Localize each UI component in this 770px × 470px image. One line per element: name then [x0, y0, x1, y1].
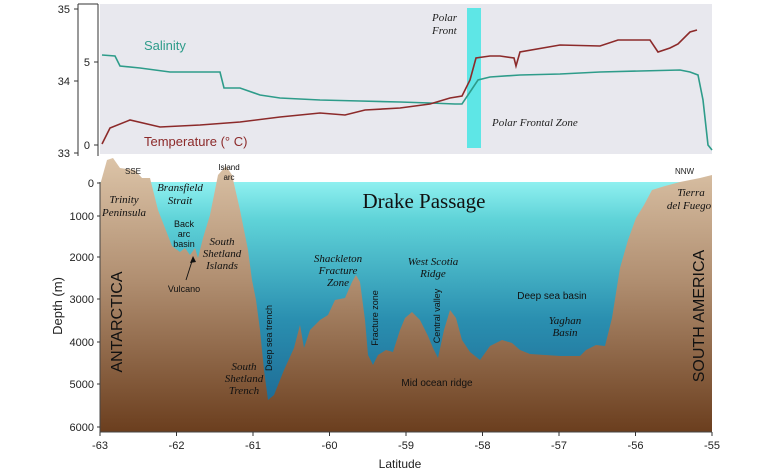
antarctica-label: ANTARCTICA — [109, 271, 126, 372]
cross-section — [99, 158, 712, 433]
yaghan-label-2: Basin — [552, 327, 578, 339]
depth-tick-3000: 3000 — [70, 294, 94, 306]
latitude-axis: -63 -62 -61 -60 -59 -58 -57 -56 -55 Lati… — [92, 432, 720, 470]
deep-sea-trench-label: Deep sea trench — [264, 305, 274, 371]
south-shetland-islands-label-1: South — [209, 236, 235, 248]
yaghan-label-1: Yaghan — [549, 315, 582, 327]
shackleton-label-3: Zone — [327, 277, 349, 289]
island-arc-label-1: Island — [218, 163, 239, 172]
lat-tick-56: -56 — [628, 440, 644, 452]
tierra-label-1: Tierra — [677, 187, 705, 199]
lat-tick-59: -59 — [398, 440, 414, 452]
temperature-line — [101, 29, 698, 145]
direction-nnw: NNW — [675, 167, 695, 176]
lat-tick-58: -58 — [475, 440, 491, 452]
mid-ocean-ridge-label: Mid ocean ridge — [401, 378, 473, 389]
section-title: Drake Passage — [362, 189, 485, 213]
west-scotia-label-2: Ridge — [419, 268, 446, 280]
back-arc-label-3: basin — [173, 239, 195, 249]
sea-floor — [100, 158, 712, 432]
salinity-tick-35: 35 — [58, 4, 70, 16]
lat-tick-63: -63 — [92, 440, 108, 452]
depth-tick-6000: 6000 — [70, 422, 94, 434]
temperature-tick-0: 0 — [84, 140, 90, 152]
polar-frontal-zone-label: Polar Frontal Zone — [491, 117, 578, 129]
direction-sse: SSE — [125, 167, 141, 176]
temperature-tick-5: 5 — [84, 57, 90, 69]
vulcano-label: Vulcano — [168, 284, 200, 294]
section-labels: SSE NNW Drake Passage ANTARCTICA SOUTH A… — [101, 163, 712, 397]
south-shetland-trench-label-1: South — [231, 361, 257, 373]
south-shetland-islands-label-2: Shetland — [203, 248, 242, 260]
south-shetland-trench-label-3: Trench — [229, 385, 260, 397]
south-america-label: SOUTH AMERICA — [691, 249, 708, 382]
fracture-zone-label: Fracture zone — [370, 290, 380, 346]
polar-front-label-2: Front — [431, 25, 458, 37]
lat-tick-60: -60 — [322, 440, 338, 452]
salinity-tick-34: 34 — [58, 76, 70, 88]
polar-front-band — [467, 8, 481, 148]
shackleton-label-1: Shackleton — [314, 253, 363, 265]
back-arc-label-2: arc — [178, 229, 191, 239]
south-shetland-islands-label-3: Islands — [205, 260, 238, 272]
depth-tick-0: 0 — [88, 178, 94, 190]
lat-tick-61: -61 — [245, 440, 261, 452]
central-valley-label: Central valley — [432, 288, 442, 343]
lat-tick-55: -55 — [704, 440, 720, 452]
island-arc-label-2: arc — [223, 173, 234, 182]
depth-tick-1000: 1000 — [70, 211, 94, 223]
vulcano-arrowhead — [190, 256, 196, 263]
lat-tick-62: -62 — [169, 440, 185, 452]
depth-tick-5000: 5000 — [70, 379, 94, 391]
salinity-label: Salinity — [144, 38, 186, 53]
temperature-label: Temperature (° C) — [144, 134, 247, 149]
salinity-line — [101, 54, 713, 151]
polar-front-label-1: Polar — [431, 12, 458, 24]
depth-tick-2000: 2000 — [70, 252, 94, 264]
depth-tick-4000: 4000 — [70, 337, 94, 349]
depth-axis: 0 1000 2000 3000 4000 5000 6000 Depth (m… — [50, 178, 100, 434]
latitude-axis-title: Latitude — [379, 457, 422, 470]
west-scotia-label-1: West Scotia — [408, 256, 459, 268]
trinity-label-1: Trinity — [109, 194, 138, 206]
depth-axis-title: Depth (m) — [50, 277, 65, 335]
lat-tick-57: -57 — [551, 440, 567, 452]
bransfield-label-2: Strait — [168, 195, 193, 207]
hydrography-panel: 35 34 33 5 0 Salinity Temperature (° C) … — [58, 3, 713, 160]
deep-sea-basin-label: Deep sea basin — [517, 291, 587, 302]
back-arc-label-1: Back — [174, 219, 195, 229]
tierra-label-2: del Fuego — [667, 200, 712, 212]
south-shetland-trench-label-2: Shetland — [225, 373, 264, 385]
shackleton-label-2: Fracture — [318, 265, 358, 277]
bransfield-label-1: Bransfield — [157, 182, 203, 194]
trinity-label-2: Peninsula — [101, 207, 146, 219]
salinity-tick-33: 33 — [58, 148, 70, 160]
panel-background — [100, 4, 712, 154]
